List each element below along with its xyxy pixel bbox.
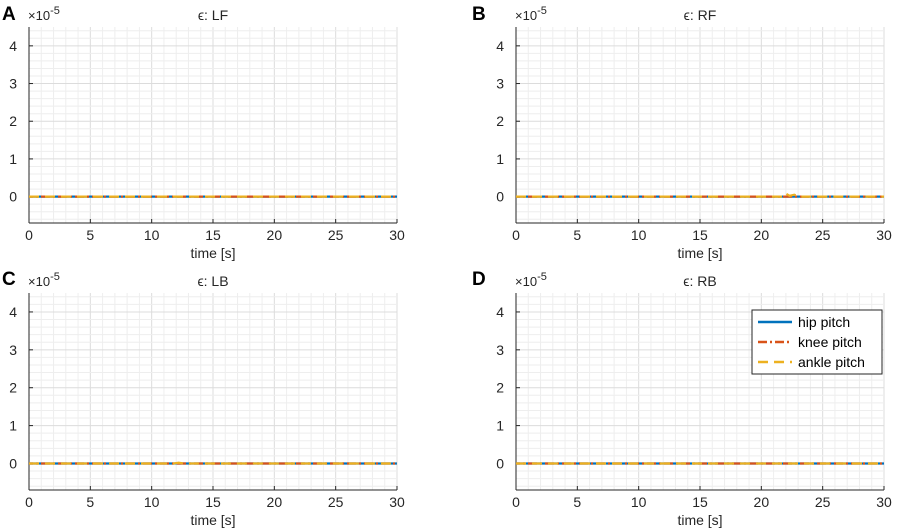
exponent-base: ×10 (28, 274, 50, 289)
panel-d: 0 5 10 15 20 25 30 0 1 2 3 4 ×10-5 ϵ: RB time [s] Dhip … (472, 269, 892, 528)
chart-title: ϵ: RF (684, 7, 717, 23)
y-exponent-label: ×10-5 (28, 5, 60, 23)
chart-title: ϵ: LB (197, 273, 228, 289)
legend-label: ankle pitch (798, 354, 865, 370)
x-tick-label: 5 (573, 227, 581, 243)
panel-letter: D (472, 269, 486, 290)
x-tick-label: 15 (692, 227, 708, 243)
y-exponent-label: ×10-5 (515, 5, 547, 23)
x-tick-label: 10 (144, 227, 160, 243)
x-tick-label: 30 (876, 494, 892, 510)
x-tick-label: 0 (25, 494, 33, 510)
exponent-base: ×10 (515, 8, 537, 23)
legend-label: hip pitch (798, 314, 850, 330)
x-tick-label: 15 (205, 494, 221, 510)
x-tick-label: 25 (815, 227, 831, 243)
y-tick-label: 0 (496, 455, 504, 471)
x-tick-label: 10 (631, 494, 647, 510)
panel-b: 0 5 10 15 20 25 30 0 1 2 3 4 ×10-5 ϵ: RF time [s] B (472, 4, 892, 261)
y-tick-label: 0 (9, 189, 17, 205)
panel-letter: C (2, 269, 16, 290)
exponent-base: ×10 (28, 8, 50, 23)
x-tick-label: 25 (328, 227, 344, 243)
y-tick-label: 1 (9, 418, 17, 434)
x-tick-label: 0 (25, 227, 33, 243)
x-tick-label: 15 (692, 494, 708, 510)
y-tick-label: 2 (496, 113, 504, 129)
exponent-power: -5 (50, 5, 60, 17)
x-tick-label: 20 (754, 227, 770, 243)
x-tick-label: 30 (389, 494, 405, 510)
x-tick-label: 30 (389, 227, 405, 243)
x-tick-label: 10 (144, 494, 160, 510)
series-line-ankle-pitch (29, 461, 397, 465)
y-tick-label: 3 (9, 342, 17, 358)
y-tick-label: 3 (496, 76, 504, 92)
x-tick-label: 5 (86, 494, 94, 510)
panel-a: 0 5 10 15 20 25 30 0 1 2 3 4 ×10-5 ϵ: LF time [s] A (2, 4, 405, 261)
x-tick-label: 0 (512, 227, 520, 243)
y-exponent-label: ×10-5 (515, 271, 547, 289)
grid (28, 27, 398, 223)
legend: hip pitch knee pitch ankle pitch (751, 309, 883, 375)
x-axis-label: time [s] (677, 245, 722, 261)
exponent-base: ×10 (515, 274, 537, 289)
exponent-power: -5 (537, 271, 547, 283)
x-tick-label: 5 (86, 227, 94, 243)
y-tick-label: 1 (496, 151, 504, 167)
x-tick-label: 25 (328, 494, 344, 510)
x-tick-label: 10 (631, 227, 647, 243)
x-tick-label: 20 (754, 494, 770, 510)
series-line-ankle-pitch (516, 192, 884, 198)
grid (515, 27, 885, 223)
y-tick-label: 4 (9, 38, 17, 54)
y-tick-label: 4 (496, 38, 504, 54)
y-tick-label: 1 (496, 418, 504, 434)
x-tick-label: 5 (573, 494, 581, 510)
x-tick-label: 30 (876, 227, 892, 243)
x-tick-label: 20 (267, 227, 283, 243)
y-tick-label: 2 (9, 113, 17, 129)
y-tick-label: 2 (496, 380, 504, 396)
x-tick-label: 20 (267, 494, 283, 510)
x-tick-label: 25 (815, 494, 831, 510)
exponent-power: -5 (50, 271, 60, 283)
panel-letter: A (2, 4, 16, 25)
chart-title: ϵ: LF (198, 7, 228, 23)
x-tick-label: 0 (512, 494, 520, 510)
chart-title: ϵ: RB (683, 273, 716, 289)
y-tick-label: 2 (9, 380, 17, 396)
x-axis-label: time [s] (677, 512, 722, 528)
y-tick-label: 4 (9, 304, 17, 320)
panel-letter: B (472, 4, 486, 25)
exponent-power: -5 (537, 5, 547, 17)
panel-c: 0 5 10 15 20 25 30 0 1 2 3 4 ×10-5 ϵ: LB time [s] C (2, 269, 405, 528)
y-tick-label: 3 (9, 76, 17, 92)
y-tick-label: 0 (496, 189, 504, 205)
y-tick-label: 1 (9, 151, 17, 167)
x-tick-label: 15 (205, 227, 221, 243)
legend-label: knee pitch (798, 334, 862, 350)
y-tick-label: 4 (496, 304, 504, 320)
grid (28, 293, 398, 490)
x-axis-label: time [s] (190, 245, 235, 261)
x-axis-label: time [s] (190, 512, 235, 528)
y-exponent-label: ×10-5 (28, 271, 60, 289)
y-tick-label: 0 (9, 455, 17, 471)
legend-box (751, 309, 883, 375)
y-tick-label: 3 (496, 342, 504, 358)
